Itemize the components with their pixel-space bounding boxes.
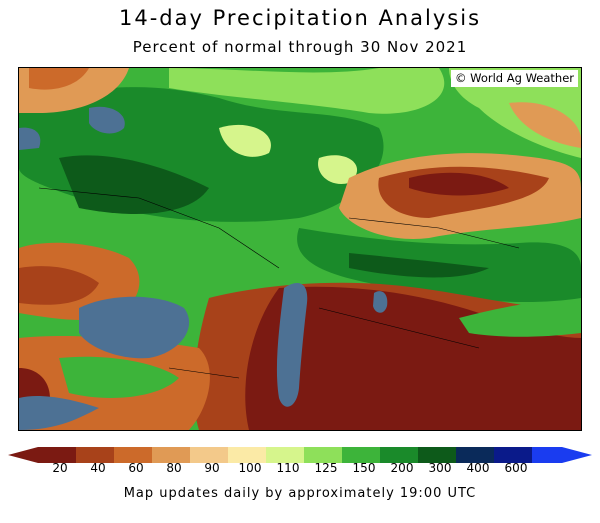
legend-tick-label: 150 <box>352 461 376 475</box>
legend-swatch-14 <box>532 447 562 463</box>
legend-tick-label: 80 <box>166 461 182 475</box>
country-borders <box>38 187 520 379</box>
aral-sea <box>373 291 388 313</box>
moderate-wet-north-edge <box>169 68 445 114</box>
legend-swatch-2 <box>76 447 114 463</box>
legend-swatch-6 <box>228 447 266 463</box>
legend-tick-label: 90 <box>204 461 220 475</box>
legend-swatch-12 <box>456 447 494 463</box>
black-sea <box>79 296 190 359</box>
page-subtitle: Percent of normal through 30 Nov 2021 <box>132 38 468 56</box>
legend-tick-label: 40 <box>90 461 106 475</box>
legend-swatch-8 <box>304 447 342 463</box>
page-title: 14-day Precipitation Analysis <box>118 6 482 30</box>
legend-tick-label: 100 <box>238 461 262 475</box>
very-wet-belt-central <box>349 253 489 278</box>
legend-swatch-13 <box>494 447 532 463</box>
driest-band-east <box>409 172 509 196</box>
legend-swatch-11 <box>418 447 456 463</box>
legend-arrow-high <box>562 447 592 463</box>
very-wet-region-north <box>59 155 209 214</box>
very-dry-northwest <box>29 68 89 90</box>
legend-tick-label: 400 <box>466 461 490 475</box>
mediterranean-sea <box>19 396 99 430</box>
caspian-sea <box>276 283 308 407</box>
map-credit: © World Ag Weather <box>450 70 578 87</box>
legend-swatch-7 <box>266 447 304 463</box>
legend-swatch-4 <box>152 447 190 463</box>
update-note: Map updates daily by approximately 19:00… <box>123 486 477 501</box>
legend-swatch-3 <box>114 447 152 463</box>
wet-ridge-southeast <box>459 301 581 337</box>
legend-tick-label: 300 <box>428 461 452 475</box>
map-canvas <box>19 68 581 430</box>
legend-swatch-5 <box>190 447 228 463</box>
dry-patch-northeast <box>509 102 581 148</box>
very-dry-region-west <box>19 266 99 305</box>
legend-tick-label: 60 <box>128 461 144 475</box>
near-normal-patch-2 <box>318 155 358 184</box>
near-normal-patch <box>219 124 271 157</box>
baltic-sea <box>89 106 125 134</box>
legend-tick-label: 600 <box>504 461 528 475</box>
legend-swatch-9 <box>342 447 380 463</box>
legend-arrow-low <box>8 447 38 463</box>
wet-patch-anatolia <box>59 356 179 398</box>
legend-tick-label: 125 <box>314 461 338 475</box>
precipitation-map: © World Ag Weather <box>18 67 582 431</box>
legend-swatch-10 <box>380 447 418 463</box>
legend-tick-label: 20 <box>52 461 68 475</box>
legend-swatch-1 <box>38 447 76 463</box>
legend-tick-label: 110 <box>276 461 300 475</box>
legend-tick-label: 200 <box>390 461 414 475</box>
baltic-sea-west <box>19 127 41 150</box>
legend-colorbar <box>8 447 592 463</box>
